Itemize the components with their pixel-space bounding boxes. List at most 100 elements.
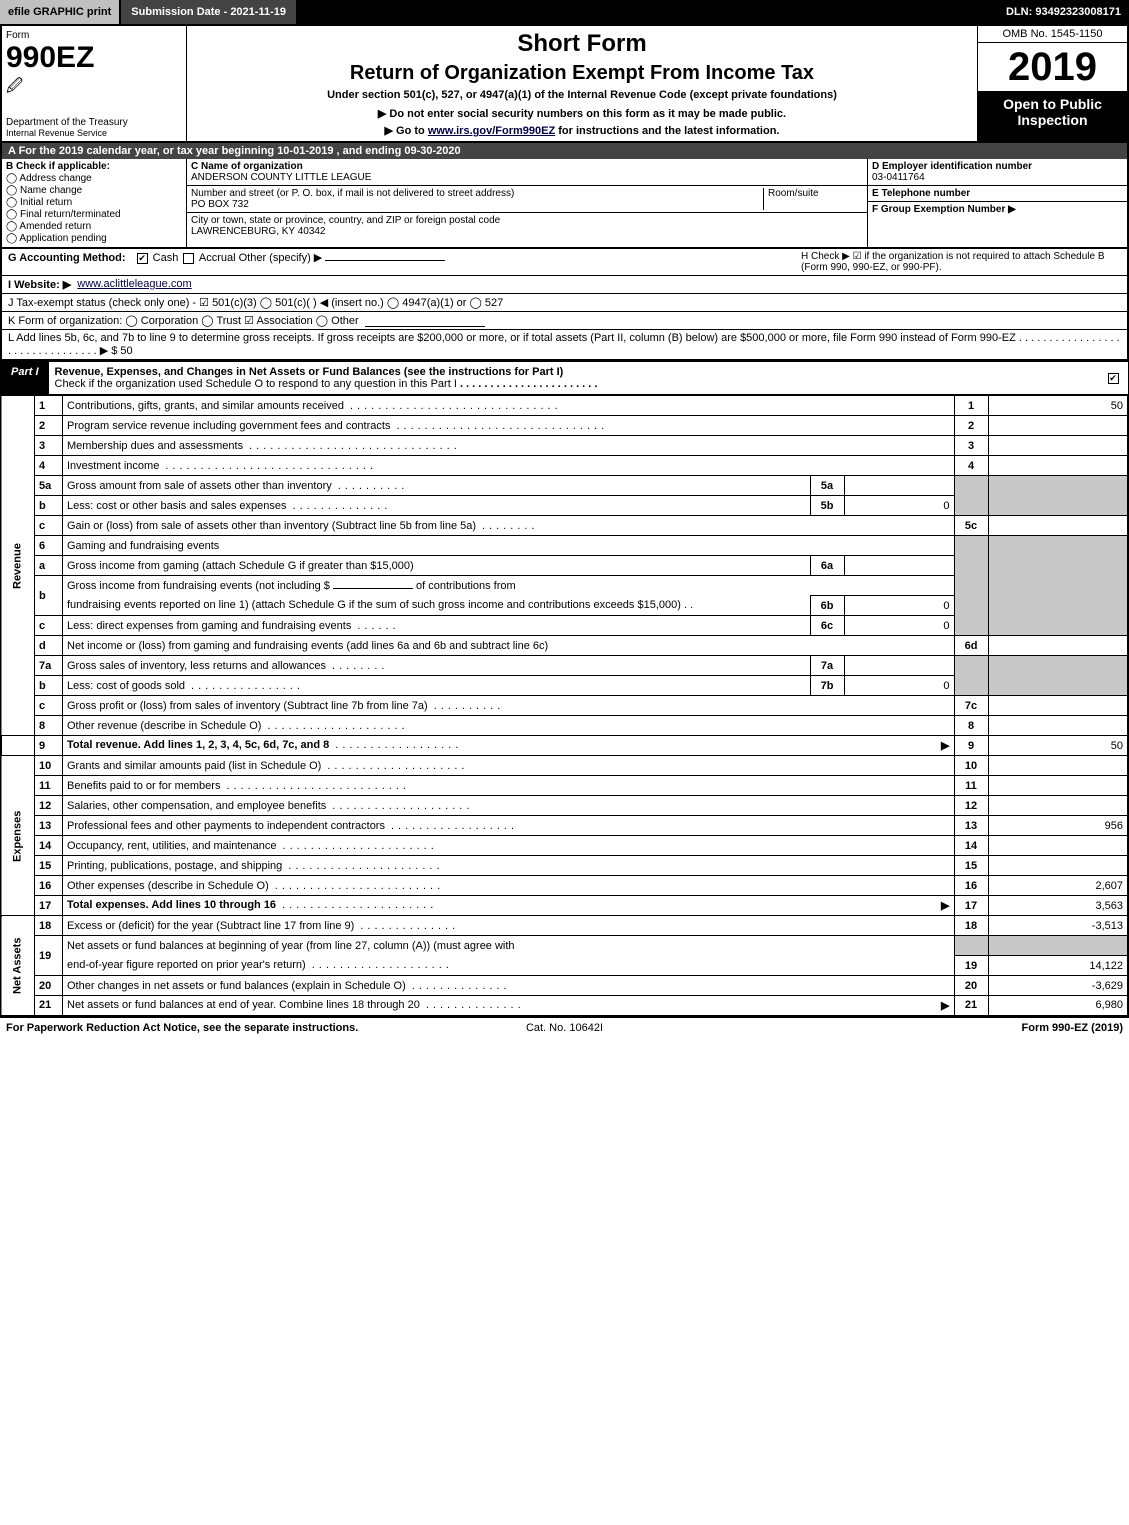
line-5c-desc: Gain or (loss) from sale of assets other… bbox=[67, 520, 476, 532]
addr-value: PO BOX 732 bbox=[191, 199, 249, 210]
org-info: C Name of organization ANDERSON COUNTY L… bbox=[187, 159, 867, 247]
h-note: H Check ▶ ☑ if the organization is not r… bbox=[801, 251, 1121, 273]
check-address-change[interactable]: ◯ Address change bbox=[6, 173, 182, 184]
instructions-link: ▶ Go to www.irs.gov/Form990EZ for instru… bbox=[193, 124, 971, 137]
line-21-desc: Net assets or fund balances at end of ye… bbox=[67, 999, 420, 1012]
line-14-amt bbox=[988, 836, 1128, 856]
part-1-subtitle: Check if the organization used Schedule … bbox=[55, 378, 457, 390]
telephone-label: E Telephone number bbox=[872, 188, 1123, 199]
calendar-year-row: A For the 2019 calendar year, or tax yea… bbox=[0, 143, 1129, 159]
irs-label: Internal Revenue Service bbox=[6, 128, 107, 138]
misc-rows: G Accounting Method: Cash Accrual Other … bbox=[0, 249, 1129, 361]
line-12-amt bbox=[988, 796, 1128, 816]
line-4-amt bbox=[988, 456, 1128, 476]
line-6c-amt: 0 bbox=[844, 616, 954, 636]
line-7b-desc: Less: cost of goods sold bbox=[67, 680, 185, 692]
b-check-header: B Check if applicable: bbox=[6, 161, 182, 172]
line-18-desc: Excess or (deficit) for the year (Subtra… bbox=[67, 920, 354, 932]
irs-link[interactable]: www.irs.gov/Form990EZ bbox=[428, 125, 555, 137]
title-block: Short Form Return of Organization Exempt… bbox=[187, 26, 977, 141]
line-6c-desc: Less: direct expenses from gaming and fu… bbox=[67, 620, 351, 632]
line-4-desc: Investment income bbox=[67, 460, 159, 472]
line-6a-desc: Gross income from gaming (attach Schedul… bbox=[63, 556, 811, 576]
g-accrual-checkbox[interactable] bbox=[183, 253, 194, 264]
room-suite-label: Room/suite bbox=[768, 188, 819, 199]
subtitle: Under section 501(c), 527, or 4947(a)(1)… bbox=[193, 89, 971, 101]
line-10-desc: Grants and similar amounts paid (list in… bbox=[67, 760, 321, 772]
line-6a-amt bbox=[844, 556, 954, 576]
k-text: K Form of organization: ◯ Corporation ◯ … bbox=[8, 314, 359, 327]
line-7a-desc: Gross sales of inventory, less returns a… bbox=[67, 660, 326, 672]
form-word: Form bbox=[6, 30, 182, 41]
line-14-desc: Occupancy, rent, utilities, and maintena… bbox=[67, 840, 277, 852]
row-k: K Form of organization: ◯ Corporation ◯ … bbox=[2, 312, 1127, 330]
org-name-label: C Name of organization bbox=[191, 161, 863, 172]
line-11-desc: Benefits paid to or for members bbox=[67, 780, 220, 792]
check-initial-return[interactable]: ◯ Initial return bbox=[6, 197, 182, 208]
ein-label: D Employer identification number bbox=[872, 161, 1123, 172]
check-name-change[interactable]: ◯ Name change bbox=[6, 185, 182, 196]
tax-year: 2019 bbox=[978, 43, 1127, 92]
line-3-desc: Membership dues and assessments bbox=[67, 440, 243, 452]
line-16-desc: Other expenses (describe in Schedule O) bbox=[67, 880, 269, 892]
part-1-schedule-o-checkbox[interactable] bbox=[1108, 373, 1119, 384]
row-g-h: G Accounting Method: Cash Accrual Other … bbox=[2, 249, 1127, 276]
page-footer: For Paperwork Reduction Act Notice, see … bbox=[0, 1017, 1129, 1038]
line-17-desc: Total expenses. Add lines 10 through 16 bbox=[67, 899, 276, 911]
row-l: L Add lines 5b, 6c, and 7b to line 9 to … bbox=[2, 330, 1127, 359]
submission-date: Submission Date - 2021-11-19 bbox=[121, 0, 298, 24]
open-to-public: Open to Public Inspection bbox=[978, 92, 1127, 141]
check-amended-return[interactable]: ◯ Amended return bbox=[6, 221, 182, 232]
line-20-amt: -3,629 bbox=[988, 976, 1128, 996]
line-13-desc: Professional fees and other payments to … bbox=[67, 820, 385, 832]
line-1-box: 1 bbox=[954, 396, 988, 416]
footer-center: Cat. No. 10642I bbox=[378, 1022, 750, 1034]
ssn-note: ▶ Do not enter social security numbers o… bbox=[193, 107, 971, 120]
line-7a-amt bbox=[844, 656, 954, 676]
part-1-title: Revenue, Expenses, and Changes in Net As… bbox=[55, 366, 564, 378]
line-7c-amt bbox=[988, 696, 1128, 716]
l-text: L Add lines 5b, 6c, and 7b to line 9 to … bbox=[8, 332, 1016, 344]
line-19-amt: 14,122 bbox=[988, 956, 1128, 976]
city-value: LAWRENCEBURG, KY 40342 bbox=[191, 226, 326, 237]
main-title: Return of Organization Exempt From Incom… bbox=[193, 62, 971, 85]
line-5c-amt bbox=[988, 516, 1128, 536]
row-i: I Website: ▶ www.aclittleleague.com bbox=[2, 276, 1127, 294]
line-6b-amt: 0 bbox=[844, 596, 954, 616]
line-2-amt bbox=[988, 416, 1128, 436]
line-16-amt: 2,607 bbox=[988, 876, 1128, 896]
i-label: I Website: ▶ bbox=[8, 278, 71, 291]
line-2-desc: Program service revenue including govern… bbox=[67, 420, 390, 432]
line-6d-amt bbox=[988, 636, 1128, 656]
form-header: Form 990EZ 🖉 Department of the Treasury … bbox=[0, 24, 1129, 143]
line-7c-desc: Gross profit or (loss) from sales of inv… bbox=[67, 700, 428, 712]
line-8-desc: Other revenue (describe in Schedule O) bbox=[67, 720, 261, 732]
line-15-amt bbox=[988, 856, 1128, 876]
org-name: ANDERSON COUNTY LITTLE LEAGUE bbox=[191, 172, 863, 183]
website-link[interactable]: www.aclittleleague.com bbox=[77, 278, 191, 291]
line-15-desc: Printing, publications, postage, and shi… bbox=[67, 860, 282, 872]
efile-print-button[interactable]: efile GRAPHIC print bbox=[0, 0, 121, 24]
line-11-amt bbox=[988, 776, 1128, 796]
line-6-desc: Gaming and fundraising events bbox=[63, 536, 955, 556]
dln-label: DLN: 93492323008171 bbox=[998, 0, 1129, 24]
line-18-amt: -3,513 bbox=[988, 916, 1128, 936]
form-id-block: Form 990EZ 🖉 Department of the Treasury … bbox=[2, 26, 187, 141]
expenses-section-label: Expenses bbox=[1, 756, 35, 916]
j-text: J Tax-exempt status (check only one) - ☑… bbox=[8, 296, 503, 309]
group-exemption-label: F Group Exemption Number ▶ bbox=[872, 204, 1123, 215]
line-1-amt: 50 bbox=[988, 396, 1128, 416]
ein-value: 03-0411764 bbox=[872, 172, 1123, 183]
part-1-header: Part I Revenue, Expenses, and Changes in… bbox=[0, 361, 1129, 395]
revenue-section-label: Revenue bbox=[1, 396, 35, 736]
row-j: J Tax-exempt status (check only one) - ☑… bbox=[2, 294, 1127, 312]
city-label: City or town, state or province, country… bbox=[191, 215, 500, 226]
line-13-amt: 956 bbox=[988, 816, 1128, 836]
check-if-applicable: B Check if applicable: ◯ Address change … bbox=[2, 159, 187, 247]
check-application-pending[interactable]: ◯ Application pending bbox=[6, 233, 182, 244]
g-cash-checkbox[interactable] bbox=[137, 253, 148, 264]
check-final-return[interactable]: ◯ Final return/terminated bbox=[6, 209, 182, 220]
line-10-amt bbox=[988, 756, 1128, 776]
line-6d-desc: Net income or (loss) from gaming and fun… bbox=[63, 636, 955, 656]
line-9-amt: 50 bbox=[988, 736, 1128, 756]
